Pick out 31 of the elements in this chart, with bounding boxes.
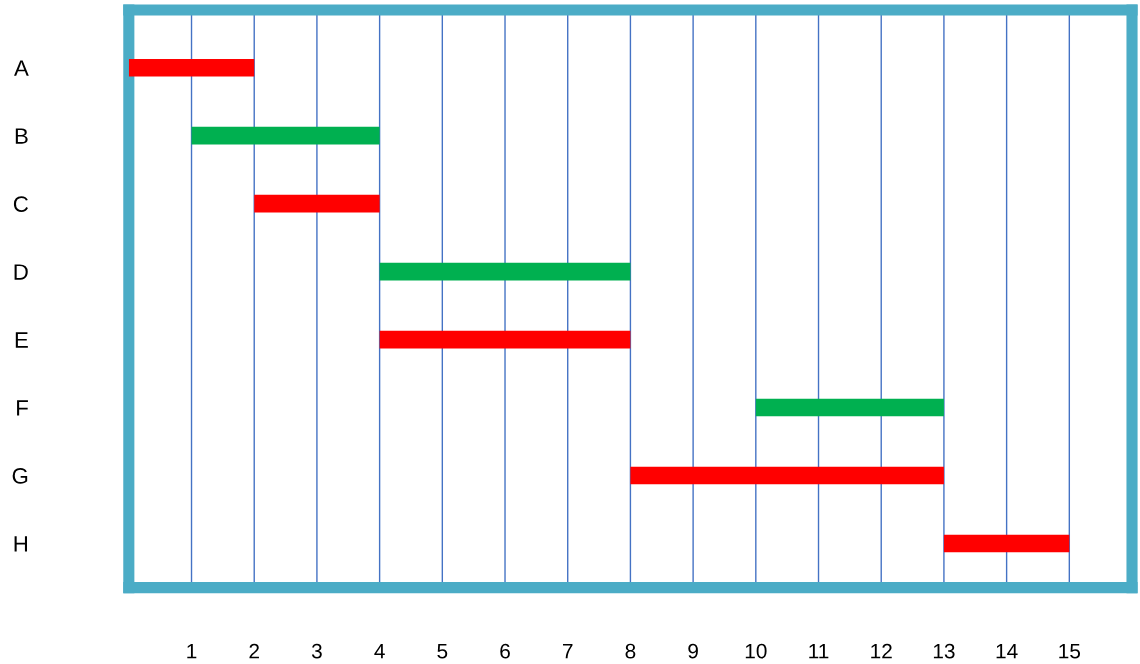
x-tick-label: 13 — [933, 643, 955, 659]
x-tick-label: 4 — [374, 643, 385, 659]
x-tick-label: 8 — [625, 643, 636, 659]
x-tick-label: 11 — [809, 643, 829, 659]
x-tick-label: 12 — [871, 643, 892, 659]
bar — [755, 398, 944, 417]
x-tick-label: 3 — [311, 643, 322, 659]
x-tick-label: 1 — [187, 643, 197, 659]
x-tick-label: 7 — [563, 643, 573, 659]
y-tick-label: A — [14, 60, 29, 76]
x-tick-label: 2 — [249, 643, 259, 659]
bar — [254, 194, 380, 213]
x-tick-label: 14 — [996, 643, 1018, 659]
y-tick-label: G — [12, 468, 28, 484]
bar — [379, 262, 631, 281]
y-tick-label: F — [17, 400, 28, 416]
bar — [630, 466, 944, 485]
x-tick-label: 6 — [500, 643, 510, 659]
bar — [191, 126, 380, 145]
y-tick-label: B — [15, 128, 28, 144]
y-tick-label: D — [14, 264, 28, 280]
x-tick-label: 10 — [745, 643, 767, 659]
x-tick-label: 5 — [437, 643, 448, 659]
y-tick-label: E — [15, 332, 28, 348]
x-tick-label: 15 — [1059, 643, 1081, 659]
bar — [943, 534, 1070, 553]
bar — [379, 330, 631, 349]
y-tick-label: C — [13, 196, 28, 212]
bar — [128, 58, 255, 77]
x-tick-label: 9 — [688, 643, 698, 659]
y-tick-label: H — [14, 536, 28, 552]
